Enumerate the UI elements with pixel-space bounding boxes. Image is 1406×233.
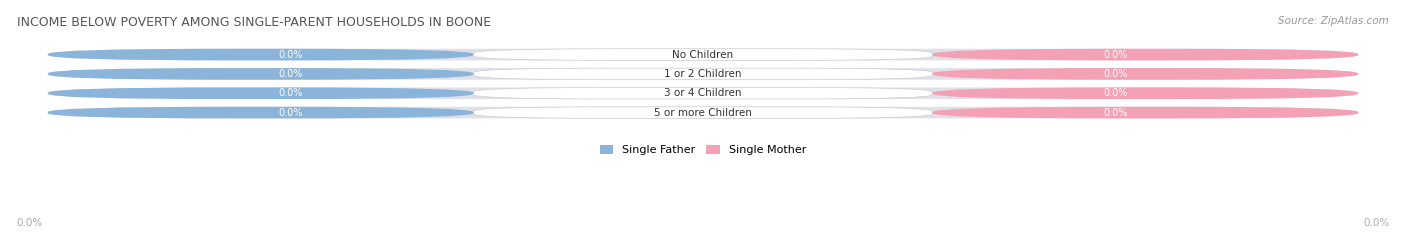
FancyBboxPatch shape [48, 107, 474, 118]
FancyBboxPatch shape [48, 68, 474, 80]
FancyBboxPatch shape [48, 68, 1358, 80]
Text: 0.0%: 0.0% [278, 50, 302, 60]
Text: 0.0%: 0.0% [1104, 69, 1128, 79]
Text: 0.0%: 0.0% [1362, 218, 1389, 228]
FancyBboxPatch shape [474, 87, 932, 99]
FancyBboxPatch shape [932, 87, 1358, 99]
Text: 0.0%: 0.0% [278, 88, 302, 98]
Text: 0.0%: 0.0% [1104, 50, 1128, 60]
FancyBboxPatch shape [932, 107, 1358, 118]
Text: 0.0%: 0.0% [1104, 88, 1128, 98]
Text: 0.0%: 0.0% [278, 69, 302, 79]
FancyBboxPatch shape [474, 107, 932, 118]
FancyBboxPatch shape [932, 68, 1358, 80]
FancyBboxPatch shape [932, 49, 1358, 60]
Text: 0.0%: 0.0% [17, 218, 44, 228]
FancyBboxPatch shape [48, 107, 1358, 118]
Text: Source: ZipAtlas.com: Source: ZipAtlas.com [1278, 16, 1389, 26]
FancyBboxPatch shape [48, 87, 1358, 99]
Text: INCOME BELOW POVERTY AMONG SINGLE-PARENT HOUSEHOLDS IN BOONE: INCOME BELOW POVERTY AMONG SINGLE-PARENT… [17, 16, 491, 29]
Text: 3 or 4 Children: 3 or 4 Children [664, 88, 742, 98]
Text: No Children: No Children [672, 50, 734, 60]
FancyBboxPatch shape [474, 68, 932, 80]
FancyBboxPatch shape [48, 49, 474, 60]
Text: 5 or more Children: 5 or more Children [654, 108, 752, 118]
Text: 0.0%: 0.0% [1104, 108, 1128, 118]
FancyBboxPatch shape [48, 49, 1358, 60]
FancyBboxPatch shape [474, 49, 932, 60]
Text: 0.0%: 0.0% [278, 108, 302, 118]
Text: 1 or 2 Children: 1 or 2 Children [664, 69, 742, 79]
Legend: Single Father, Single Mother: Single Father, Single Mother [600, 145, 806, 155]
FancyBboxPatch shape [48, 87, 474, 99]
